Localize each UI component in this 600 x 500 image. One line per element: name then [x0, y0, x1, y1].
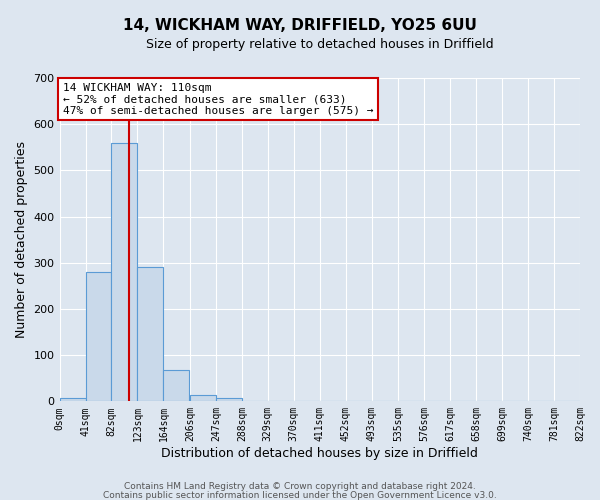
Text: 14 WICKHAM WAY: 110sqm
← 52% of detached houses are smaller (633)
47% of semi-de: 14 WICKHAM WAY: 110sqm ← 52% of detached…: [63, 82, 373, 116]
Text: 14, WICKHAM WAY, DRIFFIELD, YO25 6UU: 14, WICKHAM WAY, DRIFFIELD, YO25 6UU: [123, 18, 477, 32]
Text: Contains public sector information licensed under the Open Government Licence v3: Contains public sector information licen…: [103, 490, 497, 500]
Bar: [112, 142, 137, 402]
Bar: [86, 272, 112, 402]
Text: Contains HM Land Registry data © Crown copyright and database right 2024.: Contains HM Land Registry data © Crown c…: [124, 482, 476, 491]
Bar: [137, 268, 163, 402]
X-axis label: Distribution of detached houses by size in Driffield: Distribution of detached houses by size …: [161, 447, 478, 460]
Title: Size of property relative to detached houses in Driffield: Size of property relative to detached ho…: [146, 38, 494, 51]
Bar: [190, 396, 216, 402]
Bar: [163, 370, 190, 402]
Y-axis label: Number of detached properties: Number of detached properties: [15, 141, 28, 338]
Bar: [216, 398, 242, 402]
Bar: [59, 398, 86, 402]
